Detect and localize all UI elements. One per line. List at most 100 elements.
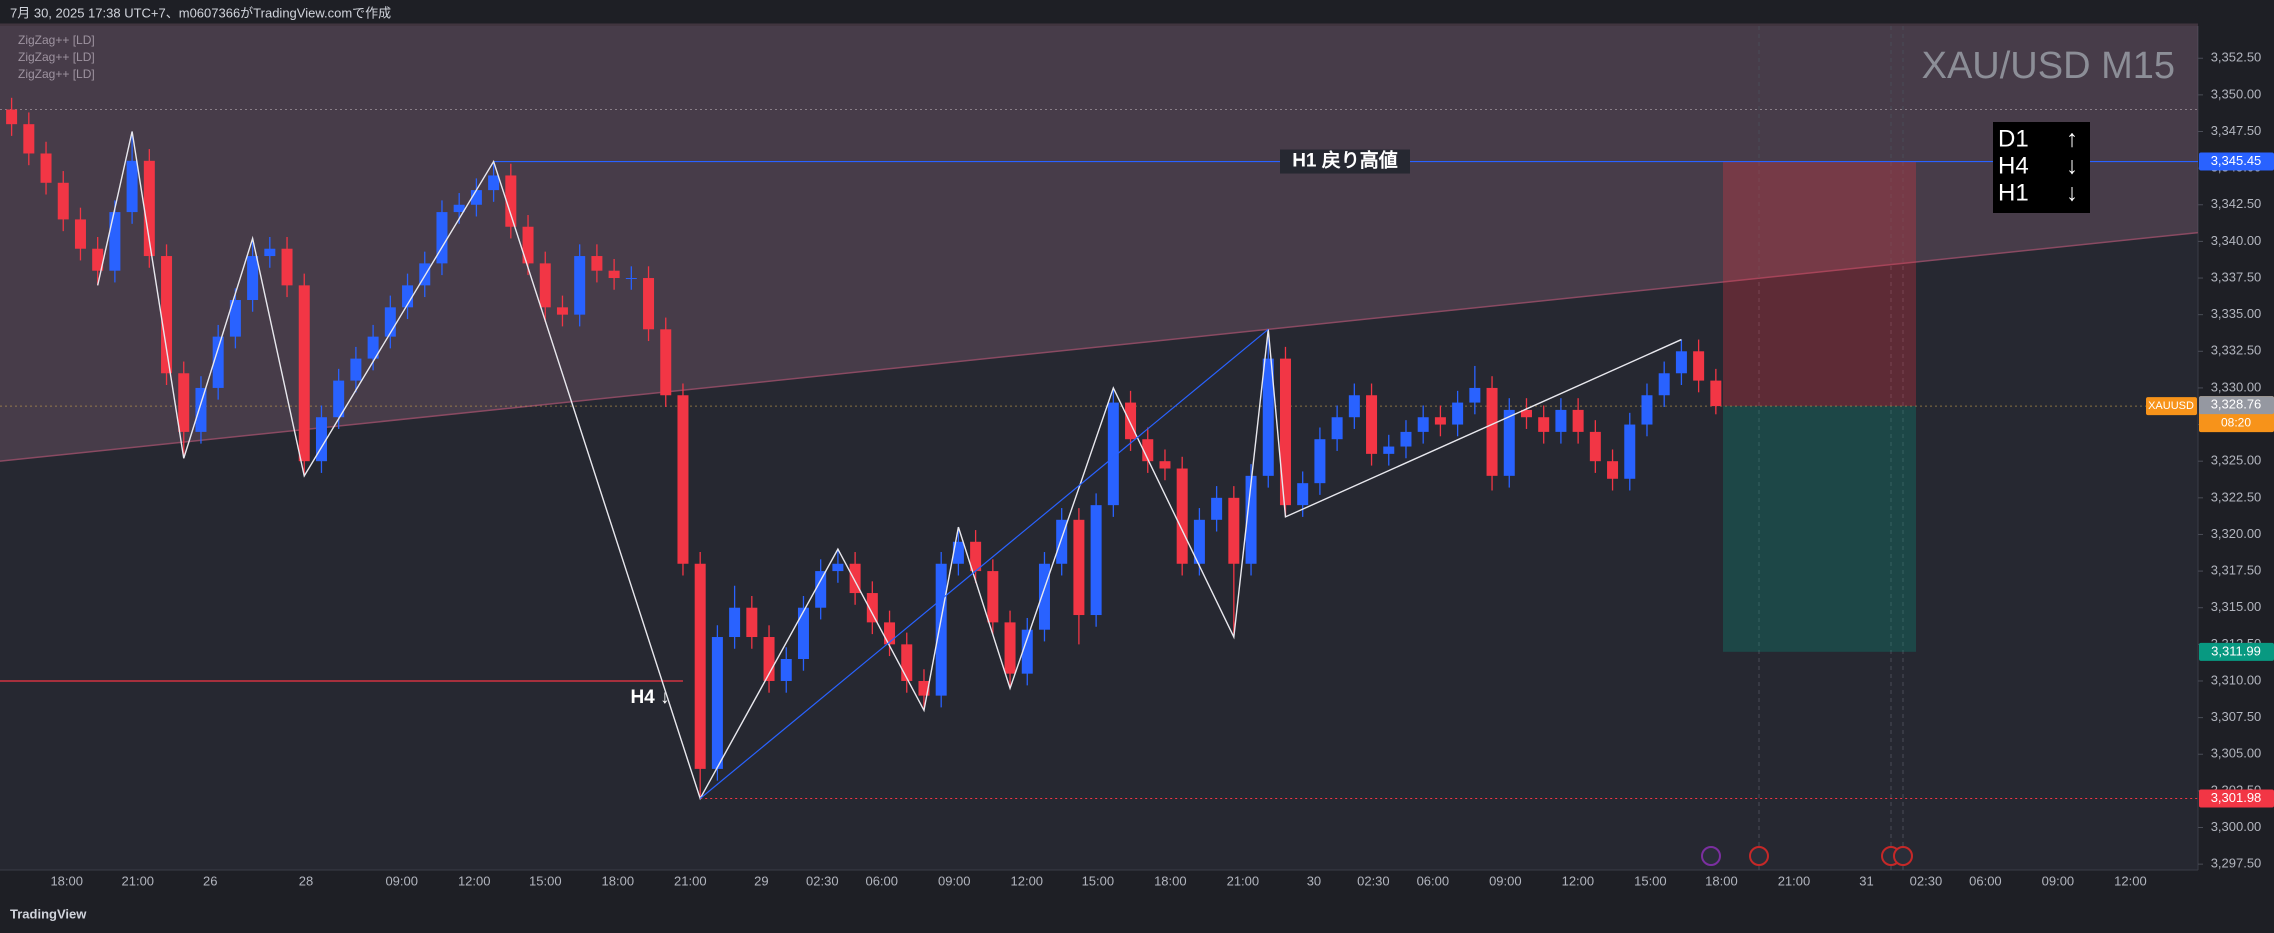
candle-body (1021, 629, 1033, 674)
candle-body (1004, 622, 1016, 674)
candle-body (884, 622, 896, 645)
candle-body (247, 256, 259, 301)
x-tick-label: 02:30 (806, 873, 839, 888)
candle-body (453, 204, 465, 213)
y-tick-label: 3,320.00 (2211, 526, 2262, 541)
y-tick-label: 3,340.00 (2211, 233, 2262, 248)
candle-body (109, 212, 121, 271)
y-tick-label: 3,330.00 (2211, 379, 2262, 394)
candle-body (436, 212, 448, 264)
candle-body (1176, 468, 1188, 564)
candle-body (1589, 431, 1601, 462)
candle-body (419, 263, 431, 286)
candle-body (1073, 519, 1085, 616)
x-tick-label: 02:30 (1910, 873, 1943, 888)
candle-body (1469, 387, 1481, 403)
candle-body (763, 637, 775, 681)
y-tick-label: 3,307.50 (2211, 709, 2262, 724)
candle-body (1624, 424, 1636, 479)
candle-body (1503, 409, 1515, 476)
trend-label: H4 (1998, 152, 2029, 179)
candle-body (1279, 358, 1291, 506)
candle-body (212, 336, 224, 388)
candle-body (1159, 461, 1171, 469)
candle-body (488, 175, 500, 191)
candle-body (126, 160, 138, 213)
y-tick-label: 3,325.00 (2211, 453, 2262, 468)
candle-body (901, 644, 913, 681)
candle-body (350, 358, 362, 381)
candle-body (1142, 439, 1154, 462)
candle-body (970, 541, 982, 572)
candle-body (1555, 409, 1567, 432)
candle-body (143, 160, 155, 257)
y-tick-label: 3,310.00 (2211, 672, 2262, 687)
candle-body (677, 395, 689, 564)
x-tick-label: 09:00 (938, 873, 971, 888)
symbol-tag-bg (2146, 397, 2197, 416)
candle-body (195, 387, 207, 432)
x-tick-label: 30 (1307, 873, 1321, 888)
trend-box (1993, 122, 2090, 213)
y-tick-label: 3,322.50 (2211, 489, 2262, 504)
candle-body (1452, 402, 1464, 425)
last-price-tag: 3,328.76 (2211, 397, 2262, 412)
candle-body (1486, 387, 1498, 476)
target-tag: 3,311.99 (2211, 643, 2261, 658)
x-tick-label: 06:00 (1417, 873, 1450, 888)
x-tick-label: 18:00 (602, 873, 635, 888)
candle-body (1710, 380, 1722, 407)
zone-edge (0, 231, 2199, 462)
candle-body (1400, 431, 1412, 447)
x-tick-label: 12:00 (1562, 873, 1595, 888)
x-tick-label: 21:00 (674, 873, 707, 888)
indicator-label: ZigZag++ [LD] (18, 67, 95, 81)
candle-body (625, 278, 637, 280)
candle-body (1572, 409, 1584, 432)
candle-body (1417, 417, 1429, 432)
indicator-label: ZigZag++ [LD] (18, 33, 95, 47)
x-tick-label: 28 (299, 873, 313, 888)
x-tick-label: 31 (1859, 873, 1873, 888)
candle-body (1641, 395, 1653, 425)
candle-body (367, 336, 379, 359)
trend-arrow: ↑ (2066, 125, 2078, 152)
candle-body (1520, 409, 1532, 418)
candle-body (1314, 439, 1326, 484)
low-tag-bg (2199, 789, 2274, 808)
brand: TradingView (10, 906, 87, 921)
candle-body (298, 285, 310, 462)
x-tick-label: 26 (203, 873, 217, 888)
candle-body (470, 190, 482, 205)
watermark-title: XAU/USD M15 (1922, 45, 2175, 87)
trend-arrow: ↓ (2066, 152, 2078, 179)
candle-body (333, 380, 345, 418)
x-tick-label: 12:00 (2114, 873, 2147, 888)
candle-body (746, 607, 758, 638)
candle-body (1262, 358, 1274, 476)
candle-body (40, 153, 52, 183)
trend-line (699, 328, 1269, 799)
symbol-tag: XAUUSD (2148, 400, 2194, 412)
x-tick-label: 18:00 (1154, 873, 1187, 888)
x-tick-label: 15:00 (1082, 873, 1115, 888)
candle-body (780, 659, 792, 681)
target-zone (1723, 406, 1916, 652)
candle-body (505, 175, 517, 227)
x-tick-label: 18:00 (1705, 873, 1738, 888)
candle-body (556, 307, 568, 315)
y-tick-label: 3,317.50 (2211, 563, 2262, 578)
candle-body (918, 680, 930, 696)
candle-body (57, 182, 69, 220)
h1-tag: 3,345.45 (2211, 153, 2262, 168)
candle-body (1434, 417, 1446, 425)
x-tick-label: 18:00 (50, 873, 83, 888)
candle-body (866, 593, 878, 623)
indicator-label: ZigZag++ [LD] (18, 50, 95, 64)
x-tick-label: 15:00 (1634, 873, 1667, 888)
y-tick-label: 3,315.00 (2211, 599, 2262, 614)
stop-zone (1723, 161, 1916, 407)
plot-area (0, 26, 2198, 870)
